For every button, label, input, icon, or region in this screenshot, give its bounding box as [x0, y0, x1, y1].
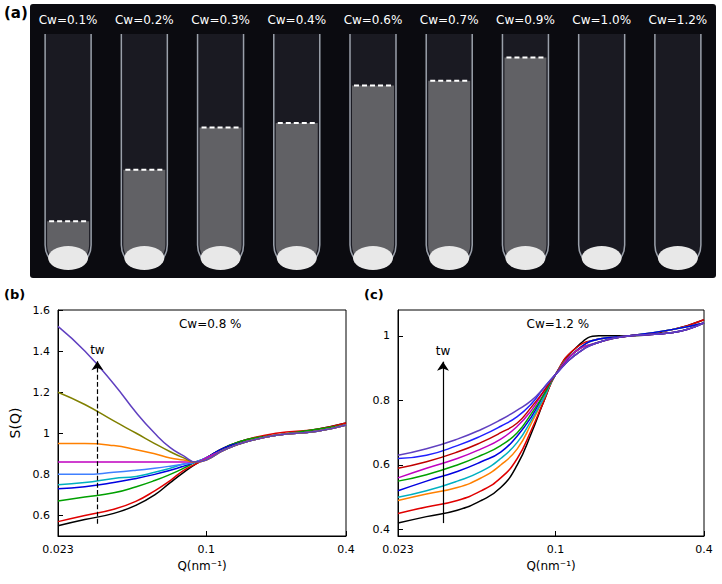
svg-text:1: 1	[43, 427, 50, 440]
svg-text:1.4: 1.4	[33, 345, 51, 358]
svg-text:Cw=0.9%: Cw=0.9%	[496, 13, 555, 27]
svg-text:Cw=1.0%: Cw=1.0%	[572, 13, 631, 27]
svg-text:0.8: 0.8	[33, 468, 51, 481]
svg-text:Cw=0.8 %: Cw=0.8 %	[179, 317, 242, 331]
svg-text:1: 1	[383, 329, 390, 342]
svg-text:tw: tw	[90, 343, 105, 357]
svg-text:0.1: 0.1	[197, 543, 215, 556]
svg-text:Cw=0.7%: Cw=0.7%	[420, 13, 479, 27]
svg-text:S(Q): S(Q)	[7, 408, 23, 439]
svg-text:tw: tw	[436, 344, 451, 358]
svg-text:0.6: 0.6	[33, 509, 51, 522]
svg-text:Cw=0.3%: Cw=0.3%	[191, 13, 250, 27]
svg-text:0.4: 0.4	[373, 523, 391, 536]
svg-text:0.6: 0.6	[373, 458, 391, 471]
svg-text:0.4: 0.4	[337, 543, 355, 556]
svg-text:Q(nm⁻¹): Q(nm⁻¹)	[526, 559, 575, 573]
svg-text:Cw=0.4%: Cw=0.4%	[267, 13, 326, 27]
svg-text:Cw=1.2 %: Cw=1.2 %	[527, 317, 590, 331]
svg-text:0.1: 0.1	[547, 543, 565, 556]
svg-text:0.023: 0.023	[42, 543, 74, 556]
svg-text:1.6: 1.6	[33, 304, 51, 317]
svg-text:Q(nm⁻¹): Q(nm⁻¹)	[177, 559, 226, 573]
svg-text:0.8: 0.8	[373, 394, 391, 407]
svg-text:(a): (a)	[4, 4, 28, 22]
svg-text:Cw=0.1%: Cw=0.1%	[39, 13, 98, 27]
svg-text:Cw=0.6%: Cw=0.6%	[344, 13, 403, 27]
svg-text:0.023: 0.023	[382, 543, 414, 556]
svg-text:1.2: 1.2	[33, 386, 51, 399]
svg-text:0.4: 0.4	[695, 543, 713, 556]
svg-text:(b): (b)	[4, 287, 25, 302]
svg-text:Cw=1.2%: Cw=1.2%	[649, 13, 708, 27]
svg-text:Cw=0.2%: Cw=0.2%	[115, 13, 174, 27]
svg-text:(c): (c)	[364, 287, 384, 302]
